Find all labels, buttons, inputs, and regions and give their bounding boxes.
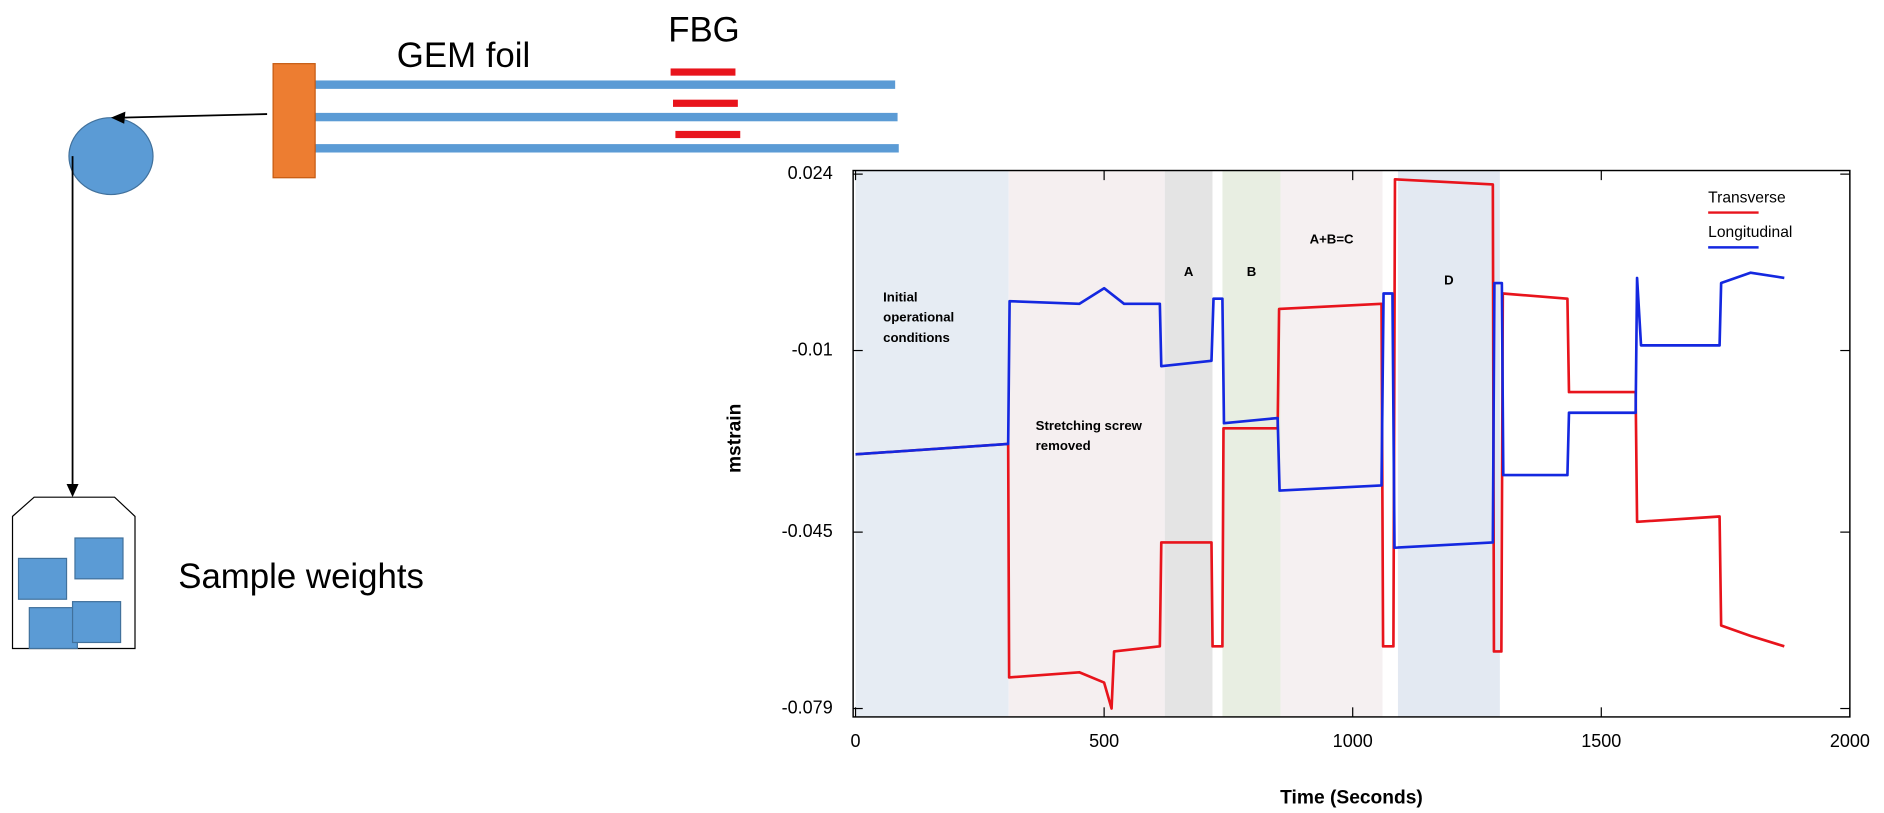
region-label: conditions [883, 330, 950, 345]
fbg-sensor [675, 130, 741, 139]
arrowhead [110, 111, 126, 124]
foil-layer [315, 112, 898, 122]
region-label: removed [1036, 438, 1091, 453]
foil-label: GEM foil [397, 36, 530, 75]
legend-label: Longitudinal [1708, 224, 1792, 241]
region [1280, 170, 1383, 717]
y-tick-label: -0.01 [792, 339, 833, 359]
region [1222, 170, 1281, 717]
y-tick-label: 0.024 [788, 163, 833, 183]
diagram: GEM foil FBG Sample weights [11, 11, 899, 650]
weight [17, 557, 68, 600]
x-tick-label: 0 [851, 731, 861, 751]
foil-layer [315, 80, 896, 89]
data-line [855, 271, 1785, 550]
weights-label: Sample weights [178, 557, 424, 596]
region [1164, 170, 1213, 717]
chart: Initial operational conditions Stretching s… [725, 163, 1870, 809]
x-tick-label: 500 [1089, 731, 1119, 751]
arrowhead [66, 483, 79, 498]
clamp [272, 63, 316, 179]
region-label: A+B=C [1310, 232, 1354, 247]
legend-label: Transverse [1708, 189, 1786, 206]
region-label: D [1444, 272, 1454, 287]
foil-layer [315, 144, 899, 153]
fbg-sensor [670, 68, 736, 76]
x-axis-label: Time (Seconds) [1280, 788, 1423, 809]
weight [71, 601, 122, 644]
fbg-label: FBG [668, 11, 740, 50]
pulley [68, 117, 154, 196]
arrow [120, 113, 268, 119]
weight [74, 537, 124, 580]
region-label: A [1184, 264, 1194, 279]
region-label: Initial [883, 289, 917, 304]
x-tick-label: 1500 [1581, 731, 1621, 751]
region [1008, 170, 1165, 717]
fbg-sensor [673, 99, 738, 107]
y-tick-label: -0.045 [782, 521, 833, 541]
region [1397, 170, 1500, 717]
plot-frame [852, 169, 1851, 718]
region-label: B [1247, 264, 1257, 279]
x-tick-label: 2000 [1830, 731, 1870, 751]
region-label: Stretching screw [1036, 418, 1143, 433]
x-tick-label: 1000 [1333, 731, 1373, 751]
region-label: operational [883, 310, 954, 325]
region [855, 170, 1009, 717]
y-axis-label: mstrain [725, 404, 746, 473]
weight [28, 607, 78, 650]
y-tick-label: -0.079 [782, 697, 833, 717]
